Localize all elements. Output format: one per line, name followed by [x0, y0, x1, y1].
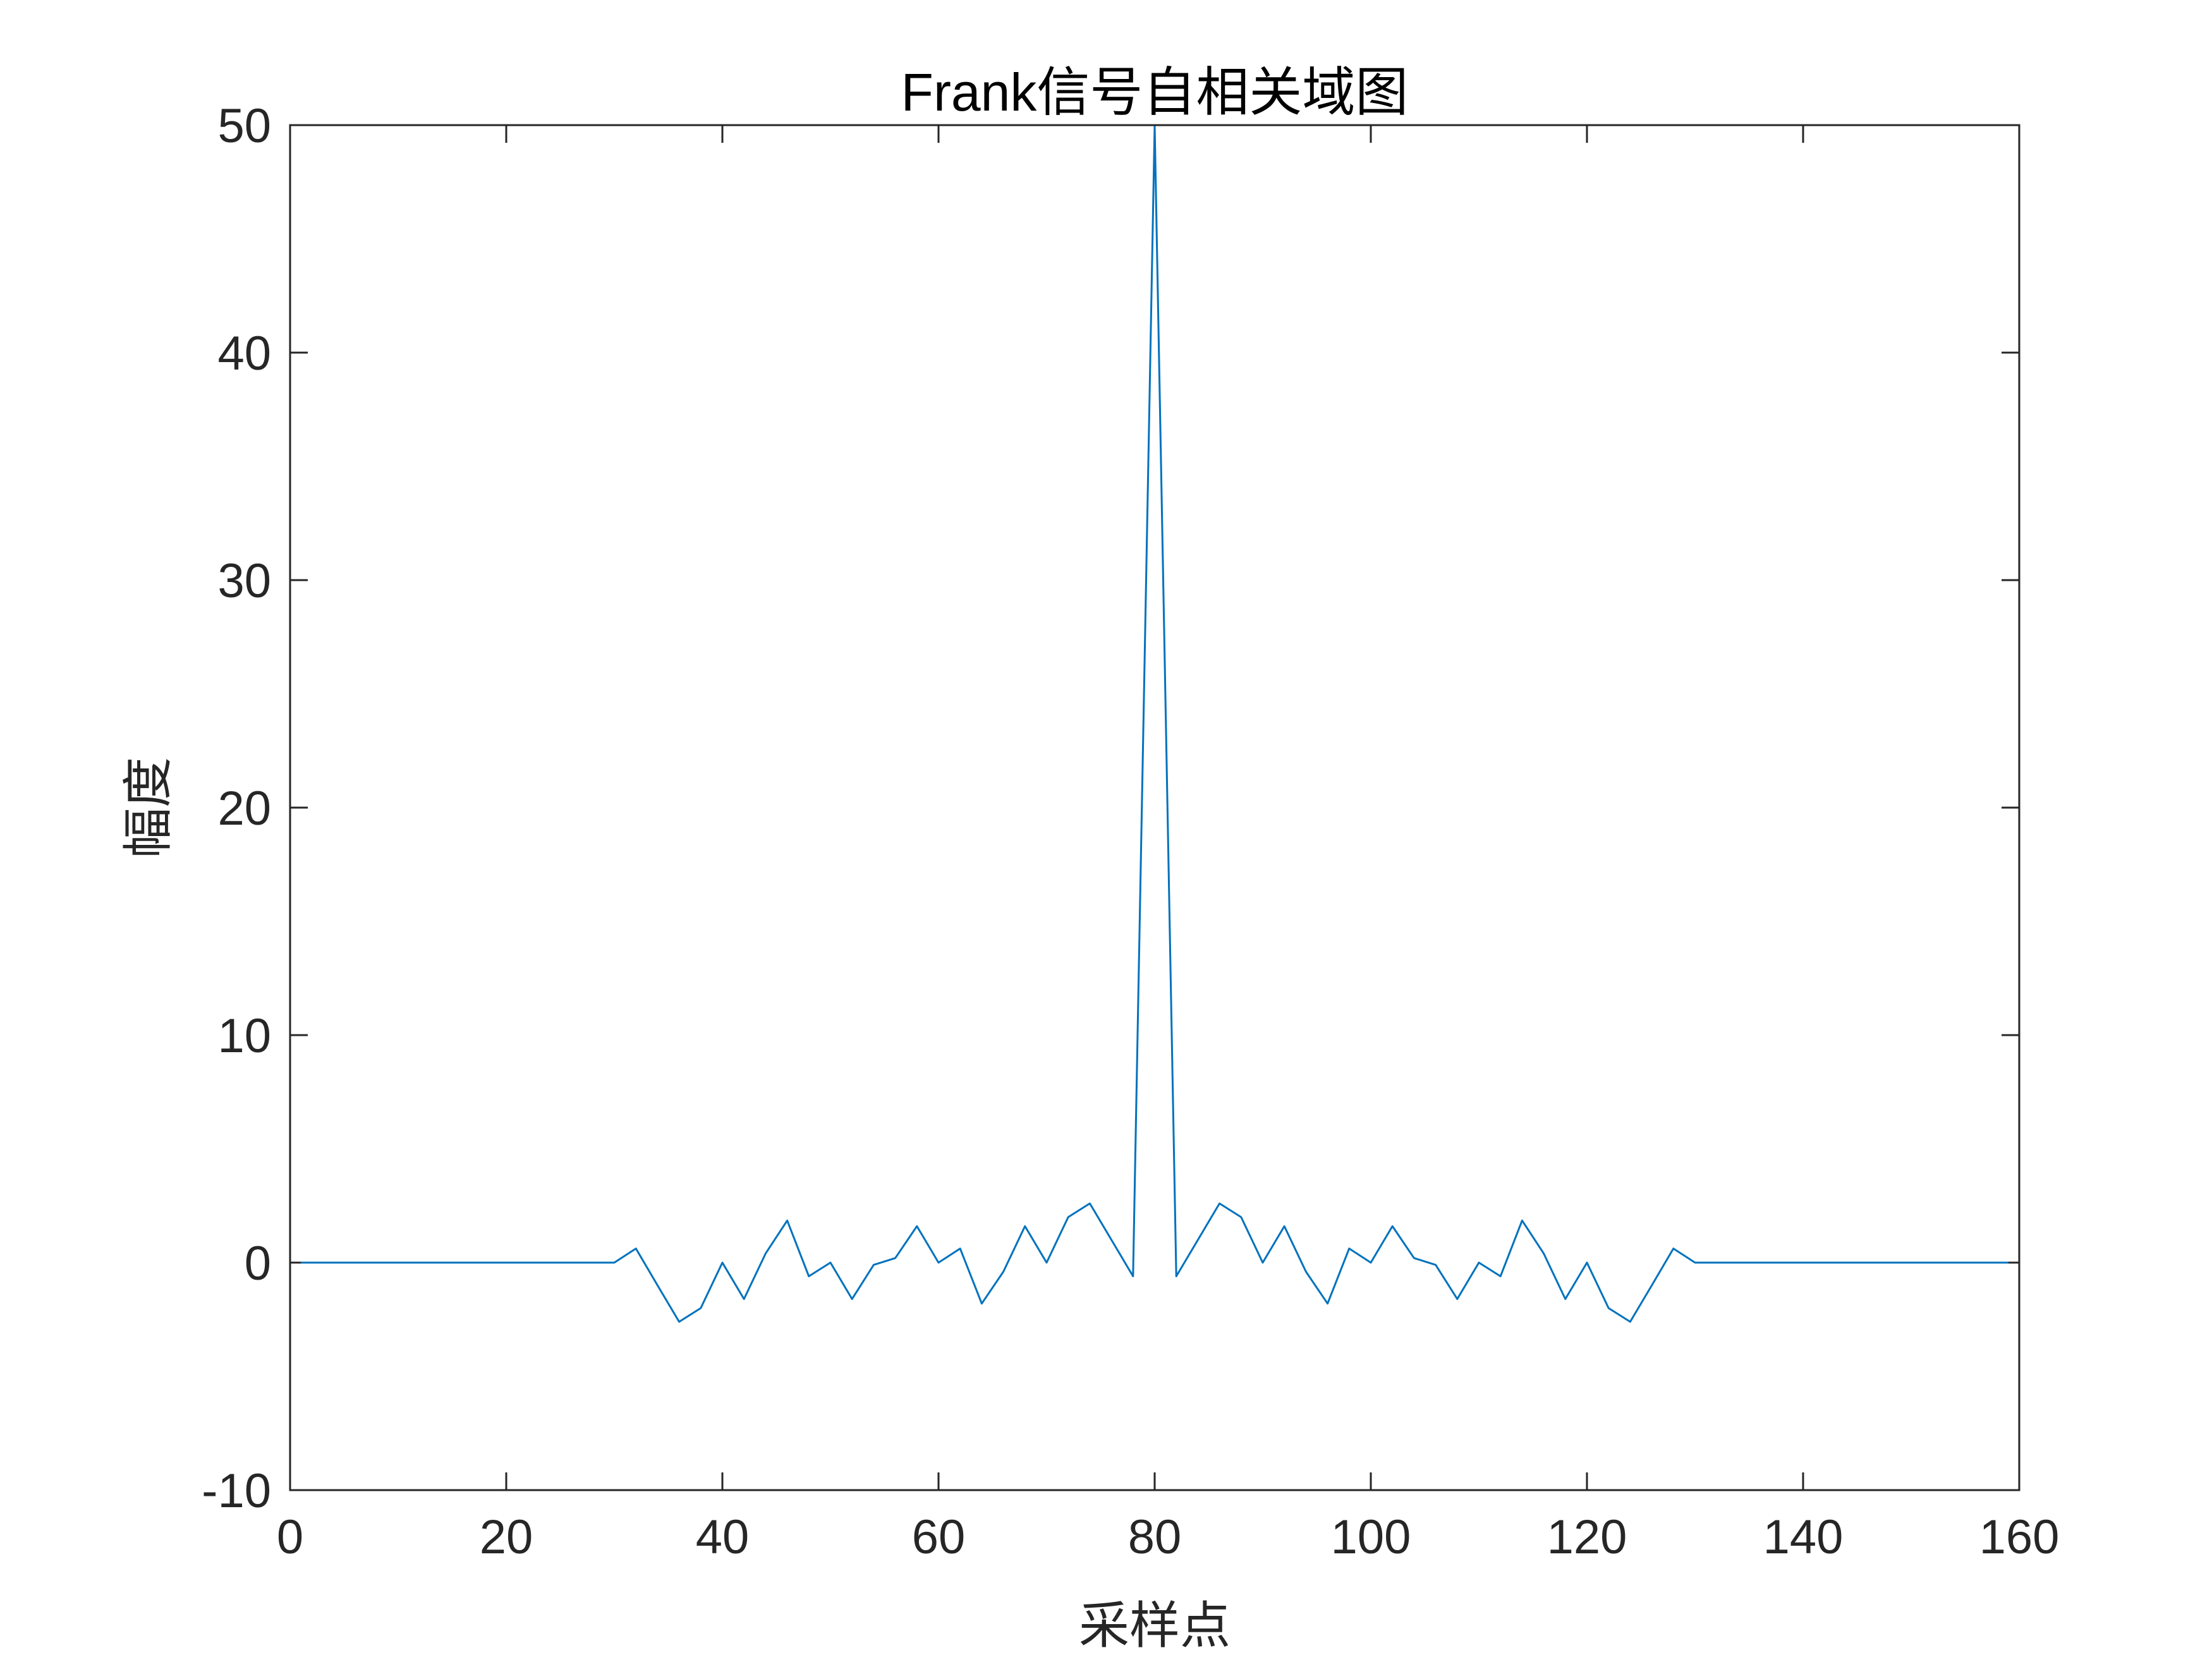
x-axis-label: 采样点 [1079, 1598, 1231, 1654]
y-tick-label: 30 [217, 554, 271, 608]
x-tick-label: 120 [1547, 1510, 1627, 1564]
y-tick-label: -10 [202, 1464, 271, 1518]
x-tick-label: 80 [1128, 1510, 1182, 1564]
x-tick-label: 160 [1979, 1510, 2060, 1564]
x-tick-label: 100 [1331, 1510, 1411, 1564]
y-tick-label: 0 [245, 1237, 271, 1290]
plot-area [290, 125, 2019, 1490]
x-tick-label: 20 [480, 1510, 533, 1564]
x-tick-label: 60 [912, 1510, 966, 1564]
y-tick-label: 10 [217, 1009, 271, 1063]
x-tick-label: 0 [277, 1510, 303, 1564]
y-axis-label: 幅度 [120, 757, 176, 858]
x-tick-label: 40 [696, 1510, 750, 1564]
y-tick-label: 20 [217, 782, 271, 835]
y-tick-label: 40 [217, 327, 271, 380]
chart-title: Frank信号自相关域图 [901, 63, 1409, 122]
y-tick-label: 50 [217, 99, 271, 153]
x-tick-label: 140 [1763, 1510, 1844, 1564]
